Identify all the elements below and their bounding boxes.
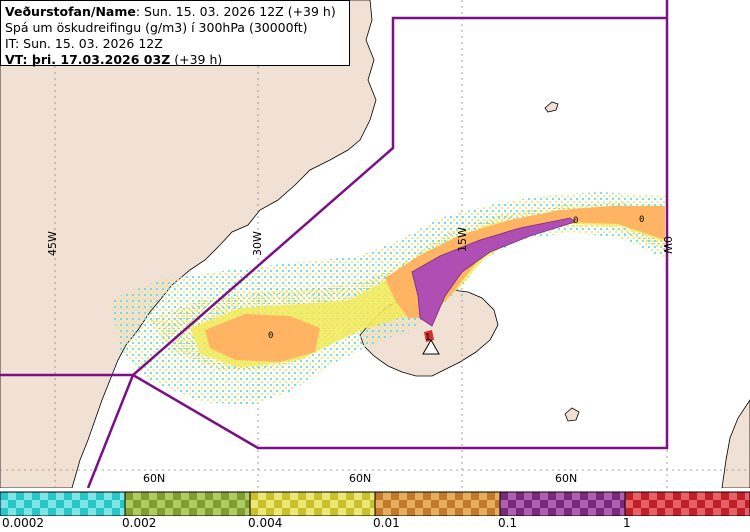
legend-swatch-2: [249, 491, 376, 517]
airspace-boundary: [0, 0, 669, 488]
forecast-info-box: Veðurstofan/Name: Sun. 15. 03. 2026 12Z …: [0, 0, 350, 68]
ash-dispersion-map: 1 45W 30W 15W 0W 60N 60N 60N 0 0 0: [0, 0, 750, 488]
header-line-1: Veðurstofan/Name: Sun. 15. 03. 2026 12Z …: [5, 4, 345, 20]
lat-label-2: 60N: [349, 472, 371, 485]
lon-label-30w: 30W: [251, 231, 264, 256]
forecast-description: Spá um öskudreifingu (g/m3) í 300hPa (30…: [5, 20, 308, 35]
norway-coast: [721, 399, 750, 488]
legend-swatch-4: [499, 491, 626, 517]
contour-label-1: 0: [268, 331, 273, 341]
volcano-label: 1: [425, 333, 431, 343]
volcano-marker: [422, 338, 440, 355]
valid-time: VT: þri. 17.03.2026 03Z: [5, 52, 171, 67]
lon-label-45w: 45W: [46, 231, 59, 256]
initial-time: IT: Sun. 15. 03. 2026 12Z: [5, 36, 163, 51]
lon-label-15w: 15W: [456, 227, 469, 252]
concentration-legend: 0.0002 0.002 0.004 0.01 0.1 1: [0, 488, 750, 532]
lat-label-1: 60N: [143, 472, 165, 485]
legend-label-0: 0.0002: [2, 516, 44, 530]
valid-time-line: VT: þri. 17.03.2026 03Z (+39 h): [5, 52, 345, 68]
legend-swatch-5: [624, 491, 750, 517]
island-south: [564, 407, 580, 422]
graticule: [0, 0, 750, 488]
office-name: Veðurstofan/Name: [5, 4, 136, 19]
legend-label-2: 0.004: [248, 516, 283, 530]
lat-label-3: 60N: [555, 472, 577, 485]
contour-label-2: 0: [573, 216, 578, 226]
legend-label-3: 0.01: [373, 516, 400, 530]
ash-plume: [110, 192, 668, 405]
legend-label-4: 0.1: [498, 516, 518, 530]
valid-time-offset: (+39 h): [170, 52, 223, 67]
legend-color-bar: [0, 491, 750, 517]
legend-label-5: 1: [623, 516, 631, 530]
island-east: [544, 101, 559, 113]
greenland-landmass: [0, 0, 377, 488]
legend-swatch-3: [374, 491, 501, 517]
header-line-1-text: : Sun. 15. 03. 2026 12Z (+39 h): [135, 4, 336, 19]
contour-label-3: 0: [639, 215, 644, 225]
legend-label-1: 0.002: [122, 516, 157, 530]
legend-swatch-0: [0, 491, 126, 517]
lon-label-0w: 0W: [661, 236, 674, 254]
legend-swatch-1: [124, 491, 251, 517]
